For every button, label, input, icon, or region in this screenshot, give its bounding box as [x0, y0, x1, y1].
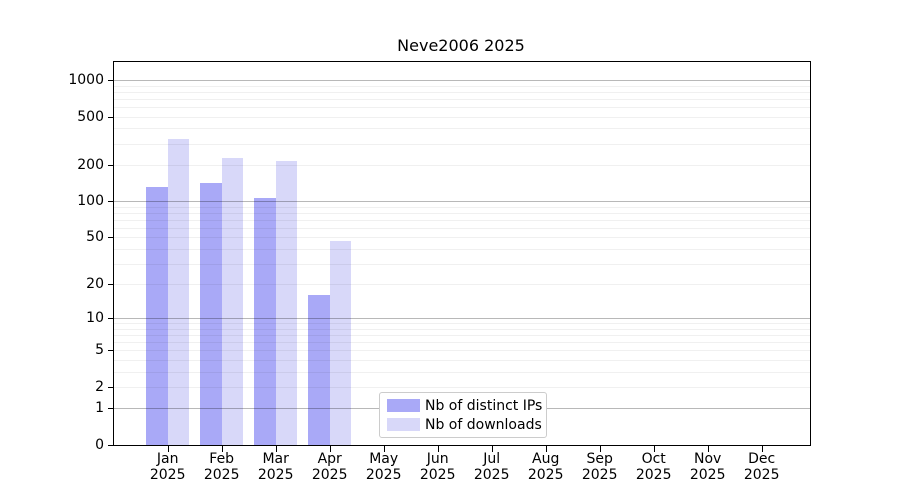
minor-gridline — [114, 116, 810, 118]
chart-title: Neve2006 2025 — [397, 36, 525, 55]
x-tick-month: Mar — [262, 451, 289, 467]
legend-row: Nb of downloads — [387, 417, 546, 433]
legend-label: Nb of distinct IPs — [425, 397, 543, 414]
y-tick — [108, 445, 113, 446]
minor-gridline — [114, 128, 810, 130]
x-tick — [761, 446, 763, 452]
y-tick — [108, 80, 113, 81]
legend-swatch-distinct-ips — [387, 399, 420, 412]
y-tick — [108, 201, 113, 203]
x-tick-label: Feb 2025 — [190, 451, 254, 483]
x-tick — [599, 446, 601, 452]
x-tick — [329, 446, 331, 452]
x-tick-year: 2025 — [581, 467, 618, 483]
minor-gridline — [114, 91, 810, 93]
y-tick-label: 5 — [95, 342, 104, 359]
x-tick-label: Sep 2025 — [568, 451, 632, 483]
x-tick — [437, 446, 439, 452]
x-tick-label: Apr 2025 — [298, 451, 362, 483]
bar-downloads-feb — [221, 157, 244, 445]
x-tick-year: 2025 — [365, 467, 402, 483]
minor-gridline — [114, 143, 810, 145]
x-tick-year: 2025 — [419, 467, 456, 483]
y-tick — [108, 164, 113, 166]
y-tick — [108, 350, 113, 352]
x-tick-month: May — [369, 451, 399, 467]
y-tick-label: 1 — [95, 400, 104, 417]
legend: Nb of distinct IPs Nb of downloads — [379, 392, 547, 438]
x-tick-year: 2025 — [527, 467, 564, 483]
x-tick-label: Oct 2025 — [622, 451, 686, 483]
minor-gridline — [114, 85, 810, 87]
legend-row: Nb of distinct IPs — [387, 398, 546, 414]
x-tick-month: Nov — [694, 451, 722, 467]
y-tick — [108, 387, 113, 388]
x-tick-label: Jun 2025 — [406, 451, 470, 483]
y-tick-label: 200 — [77, 156, 104, 173]
x-tick-label: May 2025 — [352, 451, 416, 483]
x-tick-label: Aug 2025 — [514, 451, 578, 483]
x-tick-label: Dec 2025 — [730, 451, 794, 483]
bar-downloads-jan — [167, 138, 190, 445]
bar-distinct-ips-feb — [200, 183, 222, 445]
bar-distinct-ips-mar — [254, 198, 276, 445]
x-tick-month: Feb — [209, 451, 235, 467]
bar-downloads-apr — [329, 240, 352, 445]
minor-gridline — [114, 107, 810, 108]
y-tick-label: 50 — [86, 229, 104, 246]
x-tick — [275, 446, 277, 452]
x-tick-month: Oct — [641, 451, 666, 467]
legend-swatch-downloads — [387, 418, 420, 431]
x-tick — [653, 446, 655, 452]
x-tick-label: Nov 2025 — [676, 451, 740, 483]
y-tick-label: 0 — [95, 437, 104, 453]
legend-label: Nb of downloads — [425, 416, 542, 433]
x-tick-year: 2025 — [149, 467, 186, 483]
y-tick-label: 500 — [77, 108, 104, 125]
x-tick-year: 2025 — [743, 467, 780, 483]
bar-distinct-ips-apr — [308, 295, 330, 445]
y-tick — [108, 318, 113, 320]
y-tick-label: 1000 — [68, 72, 104, 88]
x-tick — [491, 446, 493, 452]
x-tick-year: 2025 — [311, 467, 348, 483]
x-tick-month: Sep — [586, 451, 613, 467]
plot-area: 0 1 2 5 10 20 50 100 200 500 1000 Jan 2025 Feb 2025 Mar… — [68, 61, 811, 483]
x-tick-month: Aug — [532, 451, 560, 467]
x-tick-month: Jun — [426, 451, 449, 467]
x-tick — [545, 446, 547, 452]
x-tick-year: 2025 — [635, 467, 672, 483]
minor-gridline — [114, 164, 810, 166]
x-tick-year: 2025 — [203, 467, 240, 483]
y-tick-label: 2 — [95, 379, 104, 395]
minor-gridline — [114, 98, 810, 100]
x-tick-label: Mar 2025 — [244, 451, 308, 483]
x-tick-label: Jan 2025 — [136, 451, 200, 483]
x-tick-year: 2025 — [689, 467, 726, 483]
x-tick-label: Jul 2025 — [460, 451, 524, 483]
x-tick-month: Jul — [483, 451, 501, 467]
x-tick-month: Dec — [748, 451, 776, 467]
y-tick — [108, 284, 113, 286]
x-tick — [707, 446, 709, 452]
y-tick-label: 100 — [77, 193, 104, 210]
x-tick — [221, 446, 223, 452]
x-tick — [167, 446, 169, 452]
y-tick-label: 20 — [86, 276, 104, 293]
x-tick — [383, 446, 385, 452]
x-tick-year: 2025 — [473, 467, 510, 483]
x-tick-month: Jan — [156, 451, 179, 467]
bar-distinct-ips-jan — [146, 187, 168, 445]
major-gridline — [114, 80, 810, 81]
bar-downloads-mar — [275, 161, 298, 445]
y-tick-label: 10 — [86, 310, 104, 327]
x-tick-year: 2025 — [257, 467, 294, 483]
y-tick — [108, 408, 113, 410]
x-tick-month: Apr — [317, 451, 342, 467]
y-tick — [108, 116, 113, 118]
y-tick — [108, 237, 113, 239]
